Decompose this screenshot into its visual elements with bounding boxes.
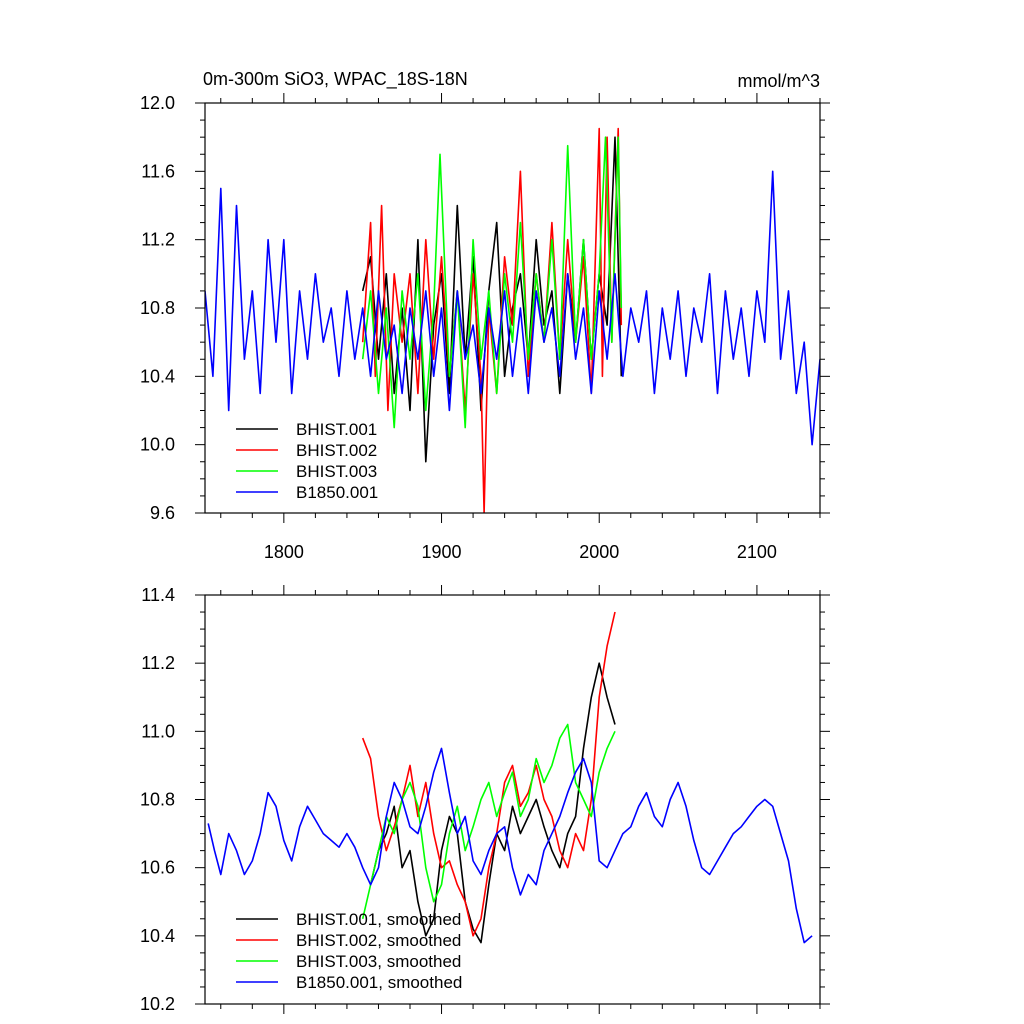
series-line-3	[205, 170, 820, 446]
x-tick-label: 2000	[579, 542, 619, 562]
series-line-0	[369, 662, 616, 944]
top-legend: BHIST.001 BHIST.002 BHIST.003 B1850.001	[236, 420, 378, 502]
legend-label-2: BHIST.003	[296, 462, 377, 481]
y-tick-label: 10.4	[140, 926, 175, 946]
x-tick-label: 1900	[422, 542, 462, 562]
bottom-axis-layer: 10.2 10.4 10.6 10.8 11.0 11.2 11.4	[140, 585, 830, 1014]
top-series-layer	[205, 127, 820, 513]
y-tick-label: 11.4	[141, 585, 175, 605]
top-panel-title: 0m-300m SiO3, WPAC_18S-18N	[203, 69, 468, 90]
y-tick-label: 11.2	[141, 230, 175, 250]
top-panel: 0m-300m SiO3, WPAC_18S-18N mmol/m^3 9.6 1…	[140, 69, 830, 562]
bottom-legend: BHIST.001, smoothed BHIST.002, smoothed BH…	[236, 910, 462, 992]
top-panel-units: mmol/m^3	[738, 71, 820, 91]
y-tick-label: 10.4	[140, 366, 175, 386]
y-tick-label: 11.0	[141, 721, 175, 741]
y-tick-label: 11.2	[141, 653, 175, 673]
top-axis-layer: 9.6 10.0 10.4 10.8 11.2 11.6 12.0 1800 1900 2000 2…	[140, 93, 830, 562]
legend-label-2: BHIST.003, smoothed	[296, 952, 461, 971]
y-tick-label: 12.0	[140, 93, 175, 113]
series-line-3	[207, 747, 813, 944]
legend-label-1: BHIST.002, smoothed	[296, 931, 461, 950]
bottom-series-layer	[207, 611, 813, 944]
bottom-panel: 10.2 10.4 10.6 10.8 11.0 11.2 11.4 BHIST.001, …	[140, 585, 830, 1014]
y-tick-label: 10.2	[140, 994, 175, 1014]
legend-label-3: B1850.001	[296, 483, 378, 502]
series-line-1	[361, 611, 616, 937]
y-tick-label: 10.8	[140, 790, 175, 810]
legend-label-1: BHIST.002	[296, 441, 377, 460]
legend-label-3: B1850.001, smoothed	[296, 973, 462, 992]
x-tick-label: 2100	[737, 542, 777, 562]
y-tick-label: 9.6	[150, 503, 175, 523]
series-line-2	[361, 723, 616, 919]
y-tick-label: 11.6	[141, 161, 175, 181]
legend-label-0: BHIST.001, smoothed	[296, 910, 461, 929]
y-tick-label: 10.8	[140, 298, 175, 318]
y-tick-label: 10.6	[140, 858, 175, 878]
x-tick-label: 1800	[264, 542, 304, 562]
legend-label-0: BHIST.001	[296, 420, 377, 439]
y-tick-label: 10.0	[140, 435, 175, 455]
